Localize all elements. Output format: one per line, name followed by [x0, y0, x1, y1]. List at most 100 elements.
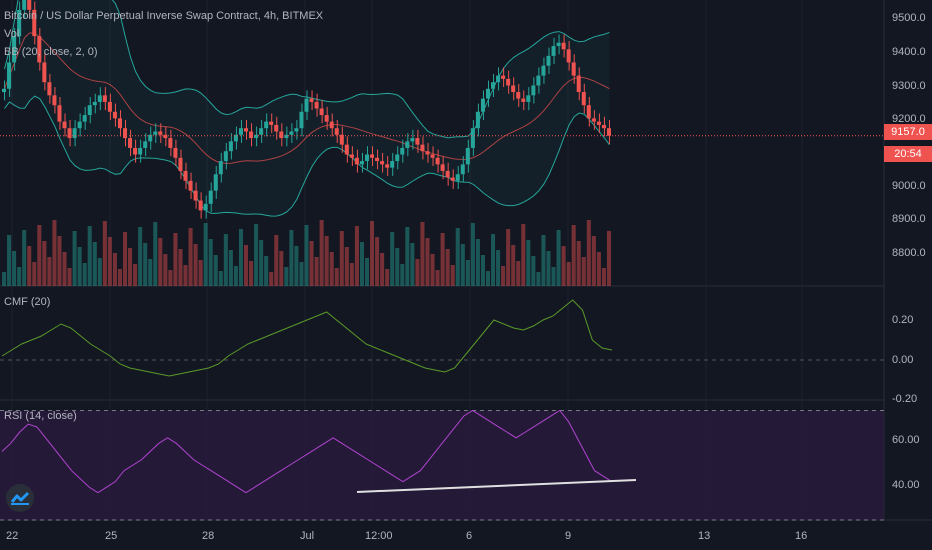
volume-bar — [556, 230, 561, 286]
volume-bar — [354, 226, 359, 286]
rsi-line — [1, 409, 613, 494]
price-axis-label: 8900.0 — [892, 213, 926, 225]
volume-bar — [511, 245, 516, 286]
candle-body — [62, 121, 67, 129]
cmf-legend[interactable]: CMF (20) — [4, 296, 51, 308]
volume-bar — [107, 237, 112, 286]
candle-body — [67, 128, 72, 139]
x-axis-label: 22 — [6, 530, 19, 542]
candle-body — [148, 134, 153, 142]
candle-body — [551, 46, 556, 56]
candle-body — [178, 157, 183, 171]
volume-bar — [314, 257, 319, 286]
volume-bar — [97, 258, 102, 286]
volume-bar — [566, 262, 571, 286]
candle-body — [455, 174, 460, 181]
volume-bar — [72, 231, 77, 286]
candle-body — [72, 128, 77, 139]
volume-bar — [67, 268, 72, 286]
candle-body — [22, 0, 27, 10]
candle-body — [57, 105, 62, 122]
candle-body — [405, 141, 410, 148]
candle-body — [566, 49, 571, 63]
candle-body — [420, 144, 425, 152]
x-axis-label: 13 — [698, 530, 711, 542]
candle-body — [370, 154, 375, 158]
volume-bar — [77, 247, 82, 286]
candle-body — [521, 98, 526, 102]
volume-bar — [17, 267, 22, 286]
volume-bar — [395, 248, 400, 286]
candle-body — [445, 170, 450, 178]
price-axis-label: 9200.0 — [892, 113, 926, 125]
cmf-axis-label: 0.20 — [892, 314, 914, 326]
volume-bar — [516, 261, 521, 286]
price-axis-label: 9400.0 — [892, 46, 926, 58]
candle-body — [12, 36, 17, 63]
volume-bar — [536, 272, 541, 286]
volume-bar — [92, 242, 97, 286]
volume-bar — [138, 227, 143, 286]
candle-body — [450, 177, 455, 181]
volume-bar — [531, 256, 536, 286]
volume-bar — [22, 230, 27, 286]
volume-bar — [213, 255, 218, 286]
candle-body — [203, 203, 208, 211]
volume-bar — [143, 243, 148, 286]
volume-bar — [122, 232, 128, 286]
candle-body — [410, 138, 415, 142]
volume-bar — [42, 241, 47, 286]
candle-body — [536, 75, 541, 86]
volume-bar — [52, 220, 57, 286]
candle-body — [87, 105, 92, 116]
candle-body — [233, 134, 238, 142]
rsi-legend[interactable]: RSI (14, close) — [4, 410, 77, 422]
candle-body — [7, 62, 12, 89]
volume-bar — [133, 264, 138, 286]
volume-bar — [460, 244, 465, 286]
candle-body — [27, 0, 32, 10]
x-axis-label: 28 — [202, 530, 215, 542]
candle-body — [531, 85, 536, 96]
candle-body — [309, 98, 314, 102]
candle-body — [279, 131, 284, 139]
bb-basis-line — [4, 32, 610, 165]
volume-bar — [188, 228, 193, 286]
candle-body — [163, 134, 168, 139]
candle-body — [299, 111, 304, 129]
volume-bar — [269, 272, 274, 286]
tradingview-logo-icon[interactable] — [6, 484, 34, 512]
volume-bar — [228, 250, 233, 286]
volume-bar — [87, 226, 92, 286]
candle-body — [380, 161, 385, 165]
cmf-axis-label: -0.20 — [892, 393, 918, 405]
volume-bar — [470, 223, 475, 286]
vol-legend[interactable]: Vol — [4, 28, 20, 40]
volume-bar — [475, 239, 480, 286]
candle-body — [188, 180, 193, 191]
candle-body — [364, 154, 370, 162]
bb-legend[interactable]: BB (20, close, 2, 0) — [4, 46, 98, 58]
candle-body — [435, 157, 440, 165]
candle-body — [143, 141, 148, 148]
price-axis-label: 9300.0 — [892, 80, 926, 92]
candle-body — [561, 42, 566, 50]
candle-body — [596, 121, 601, 125]
volume-bar — [32, 262, 37, 286]
candle-body — [128, 138, 133, 148]
volume-bar — [329, 252, 334, 286]
candle-body — [395, 154, 400, 162]
volume-bar — [112, 253, 117, 286]
volume-bar — [501, 266, 506, 286]
candle-body — [465, 147, 470, 165]
candle-body — [284, 134, 289, 139]
candle-body — [511, 85, 516, 93]
volume-bar — [576, 241, 581, 286]
candle-body — [213, 174, 218, 191]
volume-bar — [7, 235, 12, 286]
volume-bar — [445, 249, 450, 286]
price-axis-label: 9500.0 — [892, 12, 926, 24]
volume-bar — [430, 254, 435, 286]
volume-bar — [375, 237, 380, 286]
